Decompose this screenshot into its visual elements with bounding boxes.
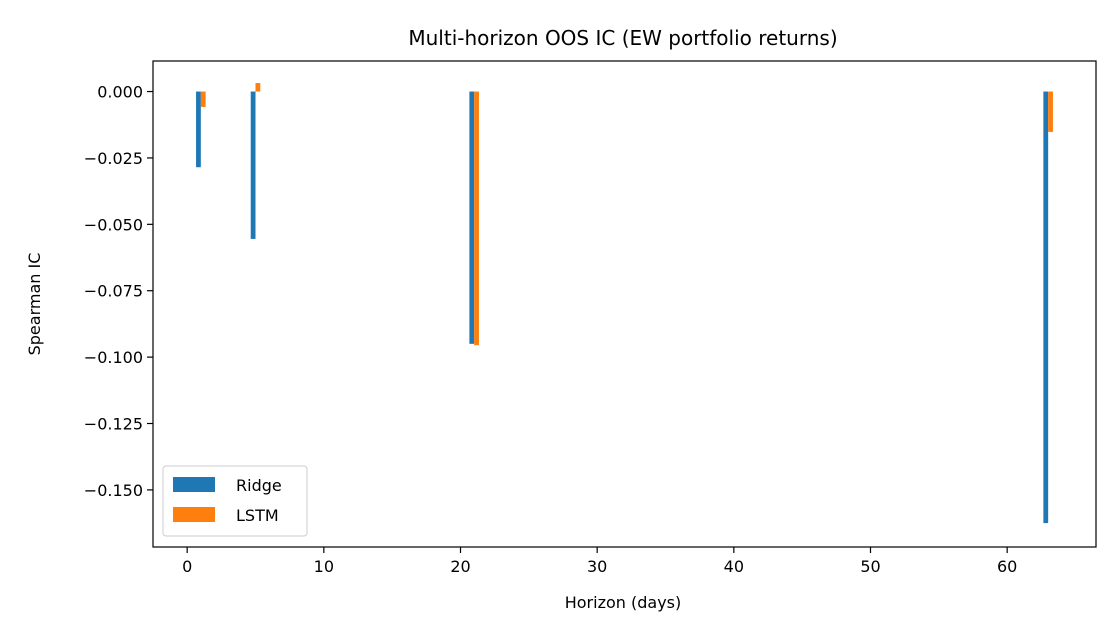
bar-ridge-h1 [196,91,201,168]
y-axis-label: Spearman IC [25,253,44,356]
x-tick-label: 10 [314,557,334,576]
y-tick-label: −0.125 [84,415,143,434]
legend-swatch-lstm [173,507,215,522]
x-tick-label: 20 [450,557,470,576]
bar-lstm-h5 [255,83,261,92]
y-tick-label: −0.150 [84,481,143,500]
x-axis-ticks: 0 10 20 30 40 50 60 [182,547,1017,576]
bar-lstm-h1 [200,91,206,107]
legend-label-lstm: LSTM [236,506,279,525]
chart-title: Multi-horizon OOS IC (EW portfolio retur… [408,26,837,50]
bar-ridge-h63 [1043,91,1049,524]
bar-ridge-h21 [469,91,475,344]
x-tick-label: 40 [724,557,744,576]
x-tick-label: 60 [997,557,1017,576]
bar-ridge-h5 [250,91,256,239]
bar-lstm-h21 [474,91,479,346]
x-tick-label: 50 [860,557,880,576]
bar-lstm-h63 [1048,91,1053,132]
legend-swatch-ridge [173,477,215,492]
legend: Ridge LSTM [162,465,308,537]
bars-group [196,83,1053,524]
y-tick-label: −0.075 [84,282,143,301]
x-tick-label: 0 [182,557,192,576]
legend-label-ridge: Ridge [236,476,282,495]
y-tick-label: −0.025 [84,149,143,168]
plot-frame [152,60,1097,548]
y-tick-label: −0.050 [84,215,143,234]
x-axis-label: Horizon (days) [565,593,682,612]
y-tick-label: −0.100 [84,348,143,367]
y-tick-label: 0.000 [97,83,143,102]
legend-box [162,465,308,537]
y-axis-ticks: 0.000 −0.025 −0.050 −0.075 −0.100 −0.125 −0.15… [84,83,153,500]
x-tick-label: 30 [587,557,607,576]
